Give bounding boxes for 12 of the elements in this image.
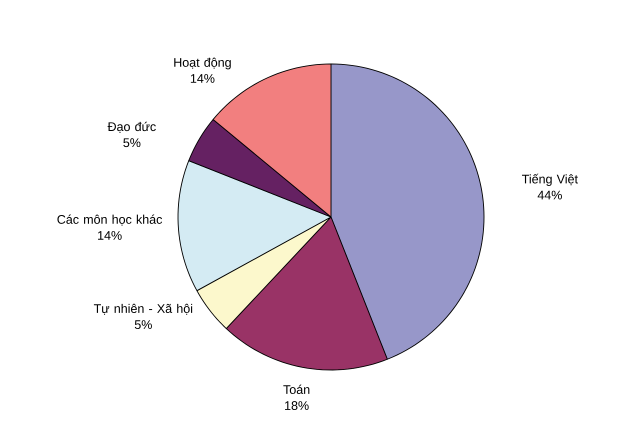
data-label: 44% bbox=[538, 190, 562, 200]
slice-label: Toán bbox=[283, 384, 310, 394]
slice-label: Tự nhiên - Xã hội bbox=[94, 304, 192, 315]
slice-label: Hoạt động bbox=[174, 58, 231, 70]
data-label: 5% bbox=[134, 320, 152, 330]
data-label: 18% bbox=[285, 401, 309, 410]
slice-label: Đạo đức bbox=[108, 122, 156, 133]
slice-label: Tiếng Việt bbox=[522, 174, 578, 186]
data-label: 14% bbox=[190, 74, 214, 83]
data-label: 14% bbox=[98, 231, 122, 240]
data-label: 5% bbox=[123, 138, 140, 148]
slice-label: Các môn học khác bbox=[57, 214, 162, 226]
